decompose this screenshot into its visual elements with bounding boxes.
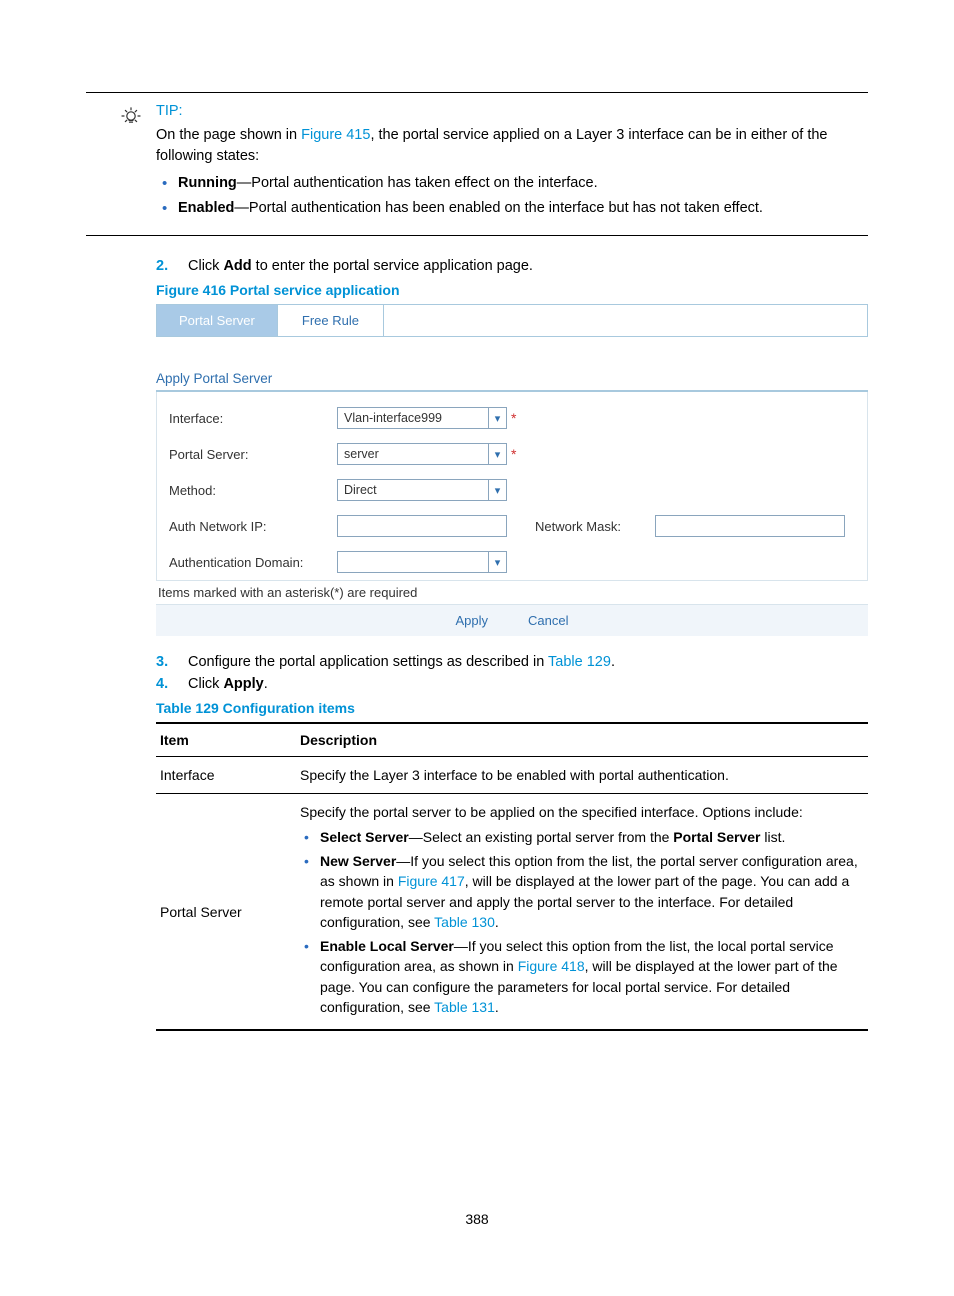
auth-network-ip-label: Auth Network IP: — [169, 519, 337, 534]
table-129-link[interactable]: Table 129 — [548, 654, 611, 670]
network-mask-input[interactable] — [655, 515, 845, 537]
tip-bullet-enabled: Enabled—Portal authentication has been e… — [156, 198, 868, 219]
chevron-down-icon: ▾ — [488, 444, 506, 464]
chevron-down-icon: ▾ — [488, 552, 506, 572]
tip-bullet-running: Running—Portal authentication has taken … — [156, 173, 868, 194]
list-item: Enable Local Server—If you select this o… — [300, 936, 864, 1017]
required-note: Items marked with an asterisk(*) are req… — [156, 581, 868, 604]
tip-text: On the page shown in Figure 415, the por… — [156, 125, 868, 167]
column-description: Description — [296, 723, 868, 757]
tip-label: TIP: — [156, 103, 183, 119]
interface-select[interactable]: Vlan-interface999 ▾ — [337, 407, 507, 429]
column-item: Item — [156, 723, 296, 757]
tab-free-rule[interactable]: Free Rule — [278, 305, 384, 336]
tab-portal-server[interactable]: Portal Server — [157, 305, 278, 336]
interface-label: Interface: — [169, 411, 337, 426]
apply-button[interactable]: Apply — [456, 613, 489, 628]
figure-416-caption: Figure 416 Portal service application — [156, 282, 868, 298]
tabs: Portal Server Free Rule — [156, 304, 868, 337]
chevron-down-icon: ▾ — [488, 408, 506, 428]
table-row: Portal Server Specify the portal server … — [156, 794, 868, 1030]
list-item: New Server—If you select this option fro… — [300, 851, 864, 932]
table-129-caption: Table 129 Configuration items — [156, 700, 868, 716]
page-number: 388 — [86, 1211, 868, 1227]
figure-416: Portal Server Free Rule Apply Portal Ser… — [156, 304, 868, 636]
required-marker: * — [511, 410, 516, 426]
figure-415-link[interactable]: Figure 415 — [301, 127, 370, 143]
method-select[interactable]: Direct ▾ — [337, 479, 507, 501]
step-4: 4. Click Apply. — [156, 676, 868, 692]
portal-server-select[interactable]: server ▾ — [337, 443, 507, 465]
step-3: 3. Configure the portal application sett… — [156, 654, 868, 670]
auth-domain-select[interactable]: ▾ — [337, 551, 507, 573]
figure-418-link[interactable]: Figure 418 — [518, 958, 585, 974]
apply-portal-server-heading: Apply Portal Server — [156, 371, 868, 392]
table-131-link[interactable]: Table 131 — [434, 999, 495, 1015]
list-item: Select Server—Select an existing portal … — [300, 827, 864, 847]
auth-domain-label: Authentication Domain: — [169, 555, 337, 570]
network-mask-label: Network Mask: — [535, 519, 655, 534]
configuration-table: Item Description Interface Specify the L… — [156, 722, 868, 1031]
portal-server-label: Portal Server: — [169, 447, 337, 462]
figure-417-link[interactable]: Figure 417 — [398, 873, 465, 889]
lightbulb-icon — [120, 105, 142, 132]
method-label: Method: — [169, 483, 337, 498]
required-marker: * — [511, 446, 516, 462]
table-130-link[interactable]: Table 130 — [434, 914, 495, 930]
cancel-button[interactable]: Cancel — [528, 613, 568, 628]
auth-network-ip-input[interactable] — [337, 515, 507, 537]
table-row: Interface Specify the Layer 3 interface … — [156, 757, 868, 794]
step-2: 2. Click Add to enter the portal service… — [156, 258, 868, 274]
chevron-down-icon: ▾ — [488, 480, 506, 500]
tip-box: TIP: On the page shown in Figure 415, th… — [86, 92, 868, 236]
